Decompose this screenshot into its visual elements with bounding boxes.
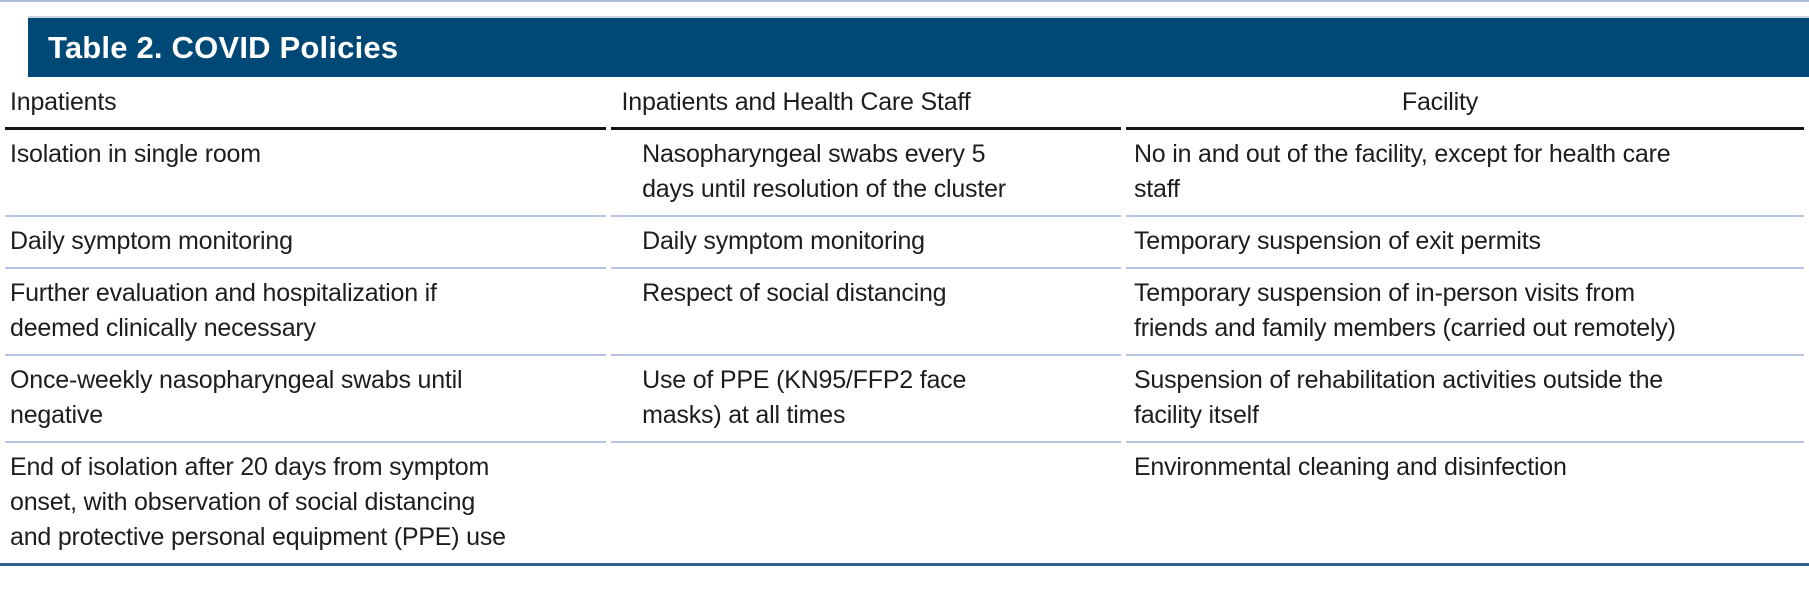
table-row: Further evaluation and hospitalization i… — [5, 269, 1804, 356]
table-cell: Isolation in single room — [5, 130, 607, 217]
covid-policies-table: Inpatients Inpatients and Health Care St… — [0, 79, 1809, 563]
table-title-bar: Table 2. COVID Policies — [28, 16, 1809, 77]
table-cell: Suspension of rehabilitation activities … — [1125, 356, 1804, 443]
table-cell: Once-weekly nasopharyngeal swabs until n… — [5, 356, 607, 443]
table-cell: Environmental cleaning and disinfection — [1133, 453, 1567, 481]
table-row: Isolation in single room Nasopharyngeal … — [5, 130, 1804, 217]
header-row: Inpatients Inpatients and Health Care St… — [5, 79, 1804, 130]
table-cell: Temporary suspension of exit permits — [1125, 217, 1804, 269]
top-divider — [0, 0, 1809, 2]
table-cell: Temporary suspension of in-person visits… — [1125, 269, 1804, 356]
table-row: Once-weekly nasopharyngeal swabs until n… — [5, 356, 1804, 443]
table-cell: Further evaluation and hospitalization i… — [5, 269, 607, 356]
table-cell: Use of PPE (KN95/FFP2 face masks) at all… — [611, 356, 1121, 443]
table-row: Daily symptom monitoring Daily symptom m… — [5, 217, 1804, 269]
table-cell: Daily symptom monitoring — [611, 217, 1121, 269]
table-cell: No in and out of the facility, except fo… — [1125, 130, 1804, 217]
column-header-facility: Facility — [1125, 79, 1804, 130]
table-title: Table 2. COVID Policies — [48, 29, 399, 65]
table-cell: End of isolation after 20 days from symp… — [10, 453, 506, 551]
table-cell — [611, 443, 1121, 563]
table-row: End of isolation after 20 days from symp… — [5, 443, 1804, 563]
column-header-inpatients: Inpatients — [5, 79, 607, 130]
table-cell: Nasopharyngeal swabs every 5 days until … — [611, 130, 1121, 217]
column-header-inpatients-and-health-care-staff: Inpatients and Health Care Staff — [611, 79, 1121, 130]
table-cell: Daily symptom monitoring — [5, 217, 607, 269]
table-cell: Respect of social distancing — [611, 269, 1121, 356]
bottom-divider — [0, 563, 1809, 566]
